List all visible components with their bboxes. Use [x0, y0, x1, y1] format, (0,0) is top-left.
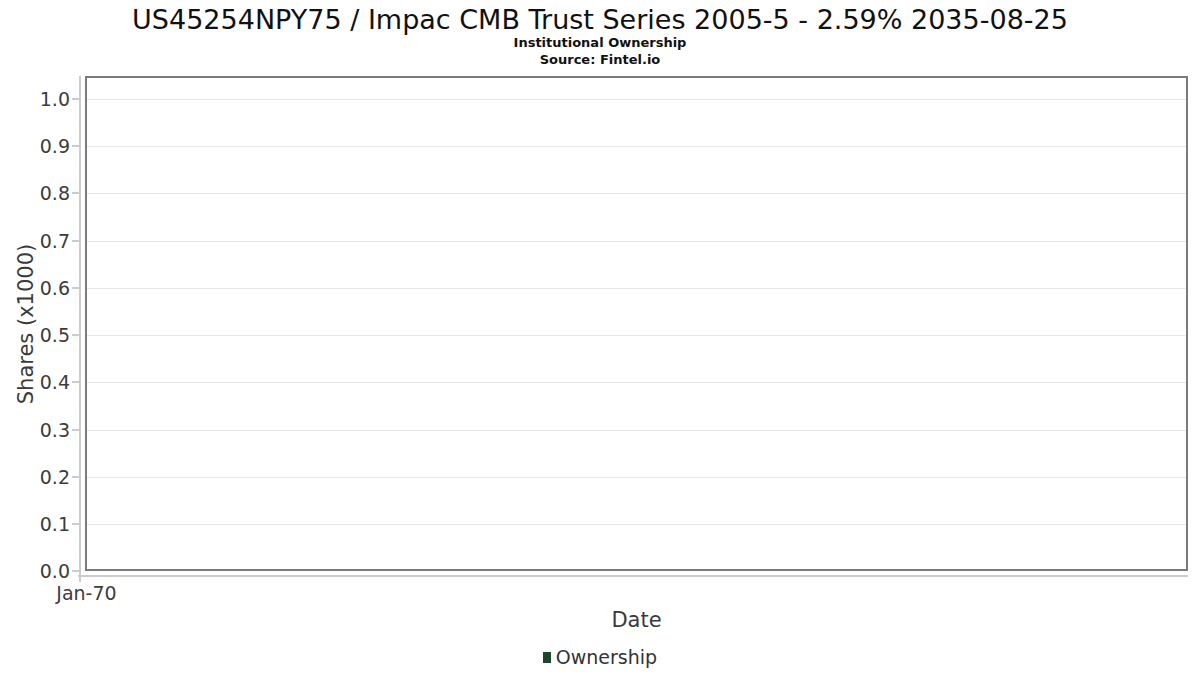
y-tick-mark — [72, 523, 80, 525]
y-tick-mark — [72, 287, 80, 289]
y-tick-mark — [72, 98, 80, 100]
legend-item-label: Ownership — [556, 646, 657, 668]
y-tick-label: 0.3 — [0, 419, 70, 441]
x-axis-title: Date — [85, 608, 1188, 632]
gridline — [87, 335, 1186, 336]
gridline — [87, 430, 1186, 431]
y-tick-mark — [72, 381, 80, 383]
gridline — [87, 524, 1186, 525]
gridline — [87, 382, 1186, 383]
y-tick-mark — [72, 334, 80, 336]
series-swatch-icon — [543, 652, 551, 663]
y-tick-label: 0.0 — [0, 560, 70, 582]
gridline — [87, 193, 1186, 194]
gridline — [87, 241, 1186, 242]
gridline — [87, 99, 1186, 100]
gridline — [87, 146, 1186, 147]
x-tick-label: Jan-70 — [26, 582, 147, 604]
y-tick-label: 1.0 — [0, 88, 70, 110]
y-tick-label: 0.8 — [0, 182, 70, 204]
y-tick-mark — [72, 240, 80, 242]
legend: Ownership — [0, 646, 1200, 668]
chart-source: Source: Fintel.io — [0, 52, 1200, 67]
y-tick-label: 0.1 — [0, 513, 70, 535]
legend-item-ownership[interactable]: Ownership — [543, 646, 657, 668]
y-tick-label: 0.2 — [0, 466, 70, 488]
chart-subtitle: Institutional Ownership — [0, 35, 1200, 50]
y-axis-line — [79, 76, 81, 577]
y-tick-label: 0.9 — [0, 135, 70, 157]
y-axis-title: Shares (x1000) — [14, 244, 38, 404]
y-tick-mark — [72, 429, 80, 431]
y-tick-mark — [72, 476, 80, 478]
plot-area — [85, 76, 1188, 571]
gridline — [87, 477, 1186, 478]
y-tick-mark — [72, 145, 80, 147]
chart-title: US45254NPY75 / Impac CMB Trust Series 20… — [0, 5, 1200, 35]
chart-canvas: US45254NPY75 / Impac CMB Trust Series 20… — [0, 0, 1200, 675]
y-tick-mark — [72, 192, 80, 194]
y-tick-mark — [72, 570, 80, 572]
gridline — [87, 288, 1186, 289]
x-axis-line — [78, 575, 1188, 577]
